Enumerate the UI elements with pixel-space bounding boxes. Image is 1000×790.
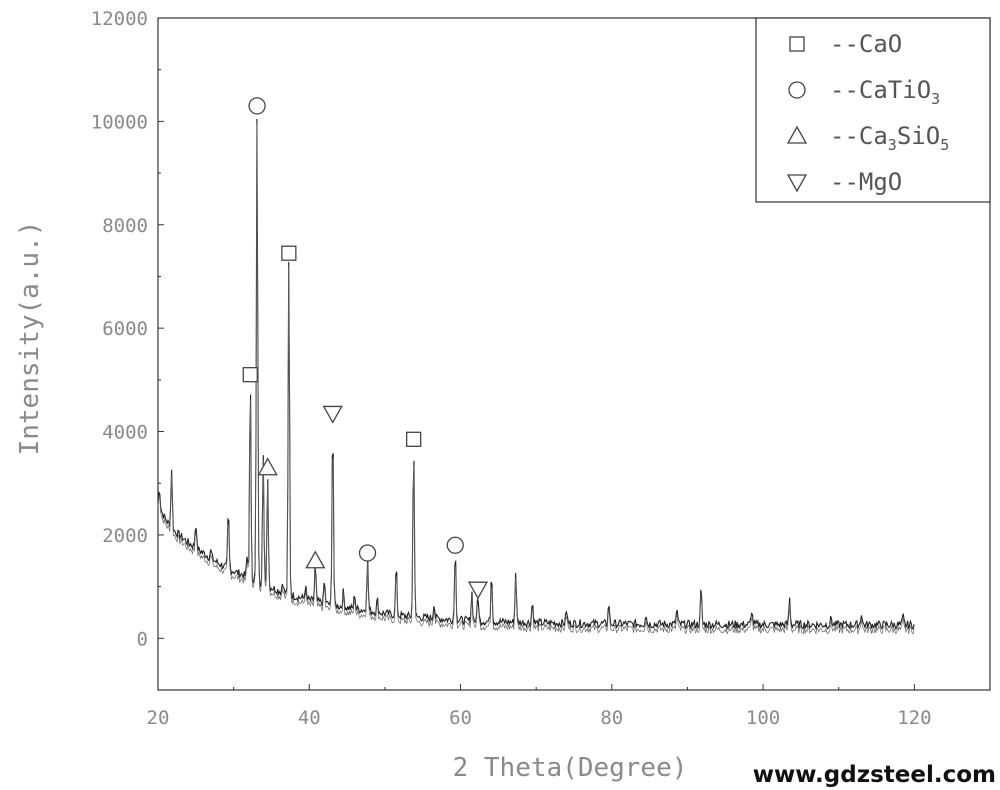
x-tick-label: 80 <box>600 707 623 729</box>
y-tick-label: 4000 <box>102 422 148 444</box>
legend-entry: --CaO <box>830 30 902 58</box>
marker-square <box>242 367 258 383</box>
marker-square <box>406 431 422 447</box>
legend-marker-circle <box>788 81 806 99</box>
marker-circle <box>248 97 266 115</box>
y-tick-label: 8000 <box>102 215 148 237</box>
x-tick-label: 100 <box>746 707 780 729</box>
marker-circle <box>446 536 464 554</box>
y-tick-label: 12000 <box>91 8 148 30</box>
axis-ticks <box>157 17 991 691</box>
y-axis-title: Intensity(a.u.) <box>15 221 45 456</box>
y-tick-label: 2000 <box>102 525 148 547</box>
marker-circle <box>358 544 377 562</box>
x-tick-label: 60 <box>449 707 472 729</box>
legend-marker-triangle-up <box>786 125 808 144</box>
y-tick-label: 10000 <box>91 111 148 133</box>
legend-entry: --MgO <box>830 168 902 196</box>
marker-triangle-up <box>305 550 326 569</box>
y-tick-label: 6000 <box>102 318 148 340</box>
x-tick-label: 20 <box>147 707 170 729</box>
legend-marker-square <box>789 36 805 52</box>
watermark-text: www.gdzsteel.com <box>752 762 996 788</box>
marker-square <box>281 245 297 261</box>
legend-marker-triangle-down <box>786 174 808 193</box>
xrd-trace <box>157 118 915 631</box>
y-tick-label: 0 <box>137 628 148 650</box>
legend: --CaO --CaTiO3 --Ca3SiO5 --MgO <box>755 17 991 203</box>
phase-markers <box>242 97 489 600</box>
plot-frame <box>157 17 991 691</box>
legend-entry: --CaTiO3 <box>830 76 940 108</box>
xrd-trace-shadow <box>157 123 915 635</box>
legend-entry: --Ca3SiO5 <box>830 122 949 154</box>
x-tick-label: 40 <box>298 707 321 729</box>
marker-triangle-down <box>322 405 343 424</box>
axis-tick-labels: 0 2000 4000 6000 8000 10000 12000 20 40 60 80 100 12… <box>91 8 932 729</box>
x-tick-label: 120 <box>897 707 931 729</box>
marker-triangle-up <box>257 457 278 476</box>
marker-triangle-down <box>467 581 489 600</box>
x-axis-title: 2 Theta(Degree) <box>453 753 688 783</box>
